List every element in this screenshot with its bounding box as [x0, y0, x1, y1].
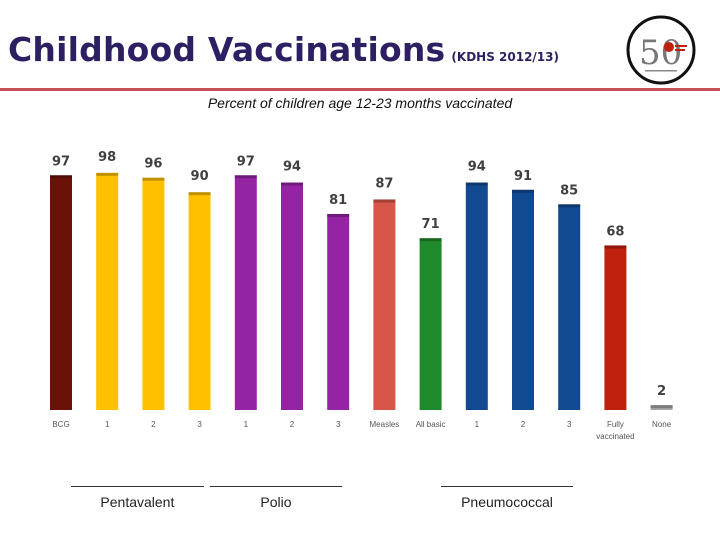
bar-8	[373, 199, 396, 410]
bar-value-label: 81	[329, 193, 347, 208]
bar-value-label: 2	[657, 384, 666, 399]
page-title: Childhood Vaccinations (KDHS 2012/13)	[8, 30, 559, 69]
x-tick-label: 2	[151, 420, 156, 429]
bar-2	[96, 172, 119, 410]
bar-1	[50, 175, 72, 410]
x-tick-label: 3	[567, 420, 572, 429]
bar-value-label: 94	[283, 160, 301, 175]
x-tick-label: 3	[197, 420, 202, 429]
bar-cap-13	[604, 245, 627, 249]
bar-value-label: 96	[144, 157, 162, 172]
title-source-note: (KDHS 2012/13)	[451, 50, 559, 64]
bar-14	[650, 405, 673, 410]
x-tick-label: 1	[244, 420, 249, 429]
bar-cap-8	[373, 199, 396, 203]
bar-13	[604, 245, 627, 410]
group-label: Pentavalent	[100, 494, 175, 510]
bar-cap-12	[558, 204, 581, 208]
bar-value-label: 98	[98, 150, 116, 165]
bar-cap-1	[50, 175, 72, 179]
bar-12	[558, 204, 581, 410]
bar-cap-14	[650, 405, 673, 409]
group-label: Polio	[260, 494, 292, 510]
group-label: Pneumococcal	[461, 494, 553, 510]
anniversary-logo: 50	[625, 14, 697, 86]
x-tick-label: 3	[336, 420, 341, 429]
x-tick-label: None	[652, 420, 672, 429]
bar-value-label: 97	[237, 154, 255, 169]
x-tick-label: 2	[290, 420, 295, 429]
x-tick-label: Measles	[370, 420, 400, 429]
bar-cap-4	[188, 192, 211, 196]
bar-value-label: 85	[560, 183, 578, 198]
bar-10	[465, 182, 488, 410]
bar-value-label: 71	[422, 217, 440, 232]
bar-11	[512, 189, 534, 410]
x-tick-label: 1	[475, 420, 480, 429]
bar-6	[281, 182, 303, 410]
bar-value-label: 94	[468, 160, 486, 175]
x-tick-label: BCG	[52, 420, 69, 429]
group-underline	[209, 486, 343, 487]
bar-value-label: 90	[191, 169, 209, 184]
bar-cap-6	[281, 182, 303, 186]
bar-3	[142, 177, 165, 410]
x-tick-label: 1	[105, 420, 110, 429]
x-tick-label: Fully	[607, 420, 624, 429]
title-rule	[0, 88, 720, 91]
bar-cap-5	[234, 175, 257, 179]
group-underline	[440, 486, 574, 487]
x-tick-label: All basic	[416, 420, 446, 429]
bar-value-label: 87	[375, 176, 393, 191]
bar-chart: 97 98 96 90 97 94 81 87 71 94 91 85 68 2 BCG 1 2 3 1 2 3 Meas…	[50, 150, 673, 441]
bar-cap-9	[419, 238, 442, 242]
bar-cap-10	[465, 182, 488, 186]
bar-7	[327, 213, 350, 410]
group-underline	[71, 486, 204, 487]
bar-5	[234, 175, 257, 410]
logo-number: 50	[639, 33, 682, 73]
bar-value-label: 68	[606, 224, 624, 239]
chart-title: Percent of children age 12-23 months vac…	[207, 95, 513, 111]
bar-9	[419, 238, 442, 410]
bar-cap-2	[96, 172, 119, 176]
bar-4	[188, 192, 211, 410]
bar-value-label: 97	[52, 154, 70, 169]
bar-cap-11	[512, 189, 534, 193]
x-tick-label: vaccinated	[596, 432, 634, 441]
bar-cap-3	[142, 177, 165, 181]
bar-value-label: 91	[514, 169, 532, 184]
x-tick-label: 2	[521, 420, 526, 429]
bar-cap-7	[327, 213, 350, 217]
